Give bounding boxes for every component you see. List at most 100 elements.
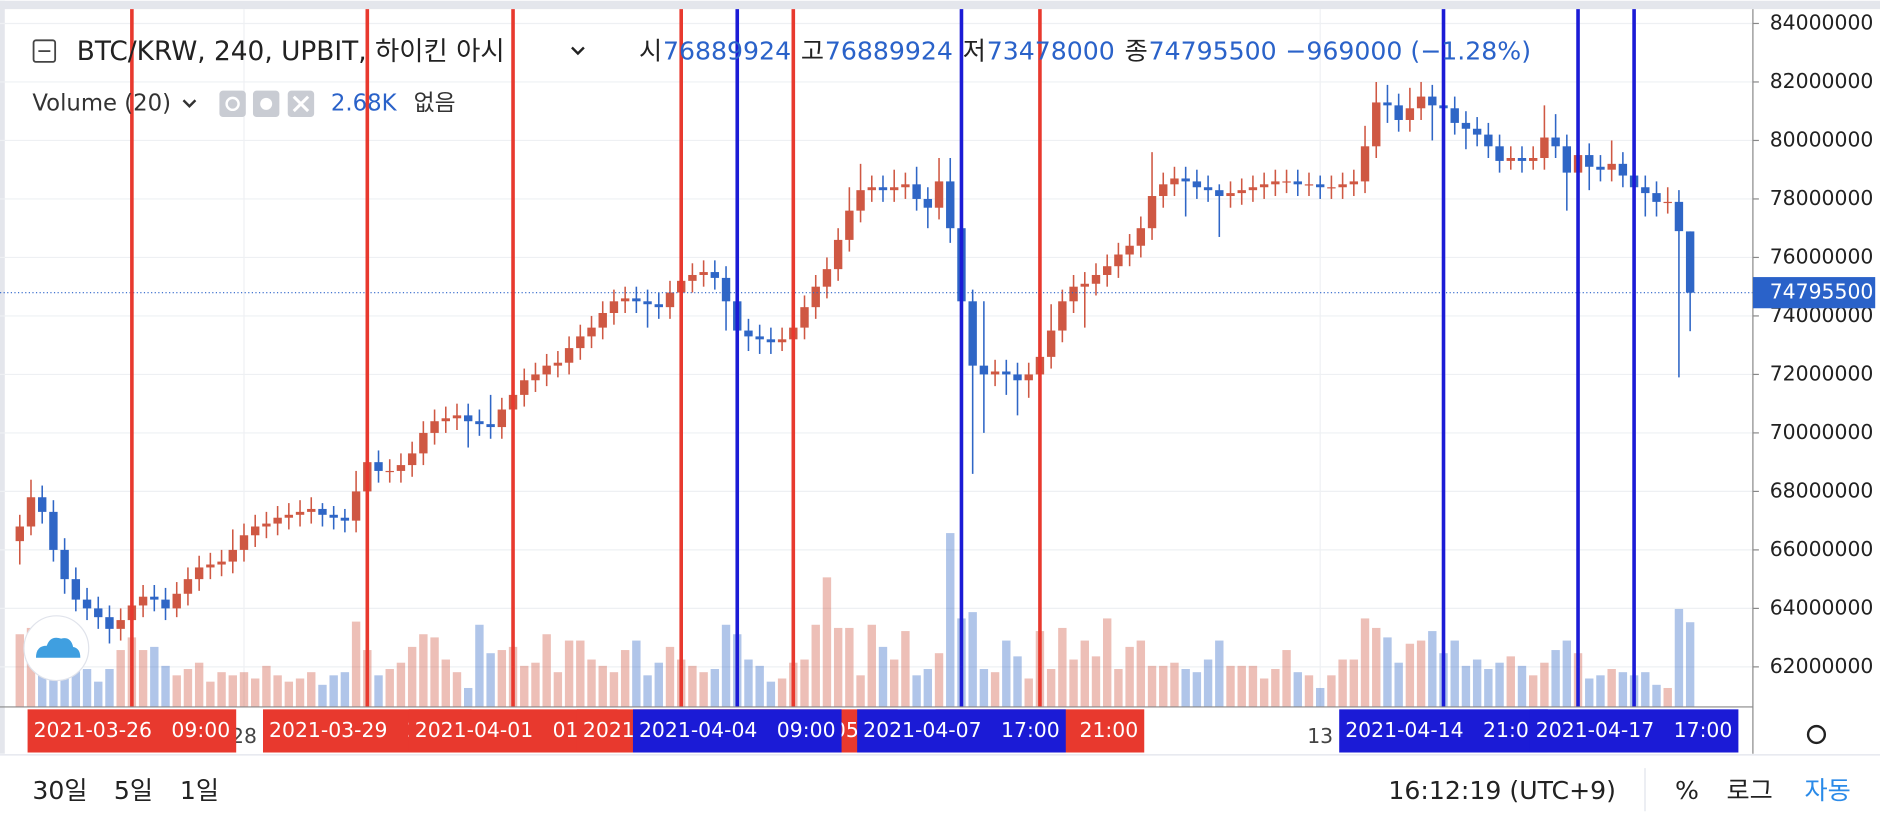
y-tick-label: 64000000	[1770, 595, 1874, 619]
candle-body	[1136, 228, 1146, 246]
toolbar: 30일 5일 1일 16:12:19 (UTC+9)% 로그 자동	[32, 776, 1850, 805]
volume-bar	[116, 650, 125, 707]
volume-bar	[262, 665, 271, 707]
volume-bar	[1562, 640, 1572, 707]
volume-bar	[217, 672, 226, 707]
candle-body	[273, 517, 282, 524]
candle-body	[71, 579, 81, 600]
candle-body	[643, 301, 652, 305]
candle-body	[1013, 374, 1022, 381]
volume-bar	[531, 662, 540, 707]
candle-body	[307, 508, 316, 512]
candle-body	[239, 535, 249, 550]
volume-bar	[576, 640, 585, 707]
legend-label: 종	[1125, 36, 1148, 65]
candle-body	[430, 421, 439, 433]
settings-icon[interactable]	[1806, 724, 1827, 745]
volume-bar	[1372, 627, 1381, 707]
volume-bar	[1125, 646, 1134, 707]
volume-bar	[1641, 672, 1650, 707]
candle-body	[1237, 190, 1246, 194]
candle-body	[1551, 137, 1560, 147]
candle-body	[284, 514, 294, 518]
candle-body	[1293, 181, 1302, 185]
volume-bar	[553, 672, 563, 707]
scale-option[interactable]: %	[1675, 776, 1699, 805]
volume-bar	[385, 669, 394, 707]
volume-bar	[15, 634, 24, 707]
volume-bar	[688, 665, 697, 707]
volume-bar	[800, 659, 809, 707]
candle-body	[531, 374, 540, 381]
volume-bar	[161, 665, 170, 707]
volume-bar	[340, 672, 350, 707]
y-tick-label: 72000000	[1770, 361, 1874, 385]
candle-body	[150, 596, 159, 600]
volume-bar	[1405, 643, 1415, 707]
candle-body	[867, 187, 876, 191]
scale-option[interactable]: 자동	[1804, 776, 1850, 805]
candle-body	[968, 301, 977, 366]
candle-body	[105, 617, 114, 629]
volume-bar	[665, 646, 675, 707]
volume-bar	[1237, 665, 1246, 707]
collapse-button[interactable]	[32, 39, 57, 63]
volume-bar	[912, 675, 921, 707]
candle-body	[407, 453, 417, 466]
last-price-label: 74795500	[1770, 280, 1874, 304]
volume-bar	[699, 672, 708, 707]
candle-body	[699, 272, 708, 275]
volume-bar	[1394, 662, 1403, 707]
candle-body	[385, 470, 394, 473]
candle-body	[845, 210, 854, 240]
volume-bar	[1327, 675, 1336, 707]
candle-body	[1215, 190, 1224, 197]
candle-body	[1080, 283, 1089, 287]
y-tick-label: 68000000	[1770, 478, 1874, 502]
candle-body	[1327, 187, 1336, 189]
volume-bar	[1170, 662, 1179, 707]
legend-label: 시	[639, 36, 662, 65]
volume-bar	[654, 662, 663, 707]
range-button[interactable]: 1일	[180, 776, 219, 805]
candle-body	[1428, 96, 1437, 106]
volume-bar	[1540, 662, 1549, 707]
volume-bar	[1069, 659, 1078, 707]
chart-title: BTC/KRW, 240, UPBIT, 하이킨 아시	[77, 37, 505, 67]
volume-bar	[1203, 659, 1213, 707]
last-price-box	[1752, 277, 1876, 309]
candle-body	[620, 298, 630, 302]
range-button[interactable]: 30일	[32, 776, 87, 805]
range-button[interactable]: 5일	[114, 776, 153, 805]
volume-bar	[1215, 640, 1224, 707]
volume-bar	[251, 678, 260, 707]
volume-bar	[284, 681, 294, 707]
candle-body	[194, 567, 204, 580]
visibility-button[interactable]	[219, 90, 246, 118]
volume-bar	[1674, 608, 1684, 707]
volume-bar	[1618, 672, 1628, 707]
volume-bar	[1181, 669, 1190, 707]
title-dropdown[interactable]	[571, 46, 585, 56]
scale-option[interactable]: 로그	[1727, 776, 1773, 805]
volume-bar	[1360, 618, 1370, 707]
volume-bar	[452, 672, 462, 707]
candle-body	[1248, 187, 1258, 191]
candle-body	[721, 277, 731, 302]
y-tick-label: 84000000	[1770, 10, 1874, 34]
candle-body	[1125, 245, 1134, 255]
signal-label-box	[1529, 709, 1739, 753]
candle-body	[1103, 266, 1112, 275]
volume-bar	[1416, 640, 1426, 707]
candle-body	[1203, 187, 1213, 191]
candle-body	[1114, 254, 1123, 267]
candle-body	[979, 365, 989, 375]
candle-body	[1316, 184, 1325, 188]
candle-body	[878, 187, 888, 191]
candle-body	[890, 187, 899, 191]
candle-body	[934, 181, 944, 208]
volume-dropdown[interactable]	[182, 99, 197, 108]
candle-body	[49, 511, 58, 550]
volume-bar	[1484, 669, 1493, 707]
